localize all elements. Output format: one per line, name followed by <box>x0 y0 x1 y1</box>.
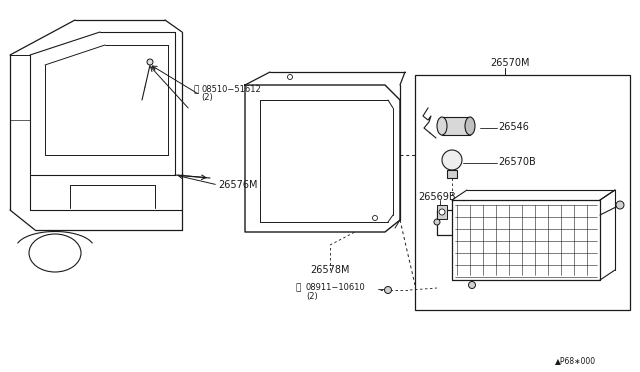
Circle shape <box>372 215 378 221</box>
Text: 26546: 26546 <box>498 122 529 132</box>
Text: 26570M: 26570M <box>490 58 529 68</box>
Text: ▲P68∗000: ▲P68∗000 <box>555 356 596 365</box>
Circle shape <box>287 74 292 80</box>
Text: (2): (2) <box>306 292 317 301</box>
Circle shape <box>468 282 476 289</box>
Text: 26570B: 26570B <box>498 157 536 167</box>
Circle shape <box>147 59 153 65</box>
Bar <box>415 75 630 310</box>
Bar <box>442 117 470 135</box>
Text: Ⓢ: Ⓢ <box>193 85 198 94</box>
Text: (2): (2) <box>201 93 212 102</box>
Circle shape <box>434 219 440 225</box>
Text: 08911−10610: 08911−10610 <box>306 283 365 292</box>
Bar <box>447 170 457 178</box>
Text: 08510−51612: 08510−51612 <box>201 85 260 94</box>
Text: 26578M: 26578M <box>310 265 349 275</box>
Circle shape <box>616 201 624 209</box>
Ellipse shape <box>465 117 475 135</box>
Text: Ⓝ: Ⓝ <box>296 283 301 292</box>
Ellipse shape <box>437 117 447 135</box>
Circle shape <box>439 209 445 215</box>
Text: 26569B: 26569B <box>418 192 456 202</box>
Circle shape <box>385 286 392 294</box>
Text: 26576M: 26576M <box>218 180 257 190</box>
Circle shape <box>442 150 462 170</box>
Bar <box>437 205 447 219</box>
